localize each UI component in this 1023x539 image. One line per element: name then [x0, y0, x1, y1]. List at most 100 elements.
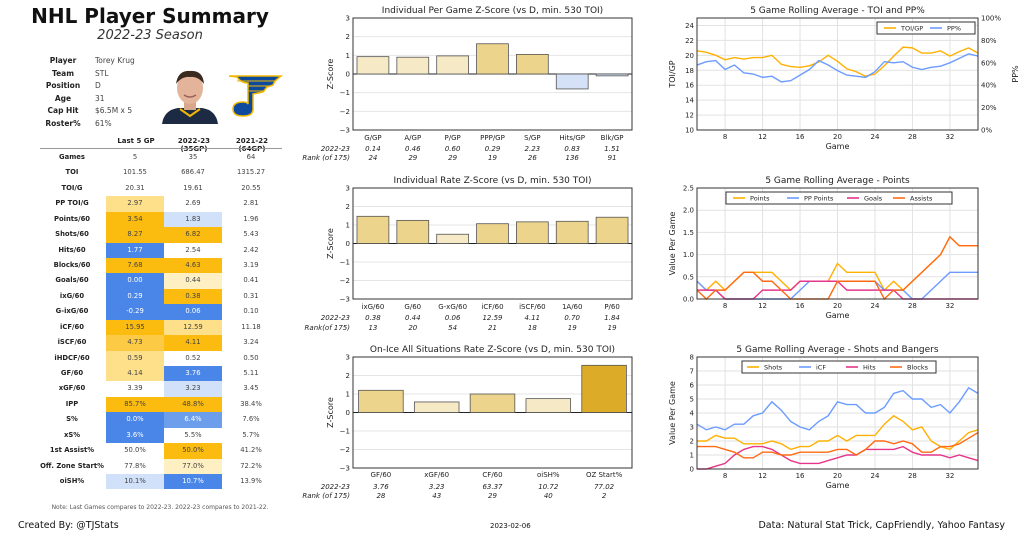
table-cell: 5.5% — [184, 430, 202, 439]
rank-value: 29 — [488, 492, 497, 500]
row-label: Games — [59, 153, 85, 161]
y-axis-label-right: PP% — [1011, 65, 1020, 83]
row-label: Points/60 — [53, 214, 91, 223]
rank-value: 54 — [448, 324, 457, 332]
y-tick-label: 12 — [685, 112, 694, 120]
table-row: oiSH% 10.1% 10.7% 13.9% — [40, 474, 282, 490]
season-value: 0.70 — [564, 314, 580, 322]
rank-value: 28 — [376, 492, 385, 500]
y-tick-label: 24 — [685, 22, 694, 30]
legend-label: Assists — [910, 195, 933, 203]
table-cell: 85.7% — [106, 396, 164, 413]
x-tick-label: 12 — [758, 472, 767, 480]
season-value: 0.38 — [365, 314, 381, 322]
zscore-chart-2: Individual Rate Z-Score (vs D, min. 530 … — [305, 176, 633, 332]
y-tick-label: 0 — [346, 240, 350, 248]
y-tick-label: 10 — [685, 127, 694, 135]
bar — [476, 43, 509, 75]
footer-source: Data: Natural Stat Trick, CapFriendly, Y… — [758, 520, 1005, 531]
rank-value: 29 — [408, 154, 417, 162]
y-tick-label: 16 — [685, 82, 694, 90]
table-cell: 0.31 — [243, 291, 259, 300]
table-row: TOI 101.55 686.47 1315.27 — [40, 165, 282, 180]
x-tick-label: OZ Start% — [586, 471, 623, 479]
y-tick-label: 0.5 — [683, 273, 694, 281]
row-label: Goals/60 — [55, 276, 89, 285]
x-tick-label: G/GP — [364, 134, 381, 142]
table-cell: 7.68 — [106, 258, 164, 274]
table-cell: -0.29 — [106, 304, 164, 320]
y-tick-label: −2 — [340, 446, 350, 454]
table-cell: 3.76 — [164, 366, 222, 382]
series-line-hits — [697, 445, 979, 470]
x-tick-label: 8 — [723, 133, 727, 141]
row-label-season: 2022-23 — [321, 145, 350, 153]
x-tick-label: Blk/GP — [601, 134, 624, 142]
season-value: 12.59 — [482, 314, 503, 322]
table-cell: 10.1% — [106, 474, 164, 490]
table-cell: 50.0% — [164, 443, 222, 459]
y-tick-label: 7 — [690, 368, 694, 376]
y-tick-label: 2 — [690, 438, 694, 446]
table-cell: 0.44 — [164, 273, 222, 289]
x-tick-label: xGF/60 — [424, 471, 449, 479]
y-axis-label: Value Per Game — [668, 381, 677, 445]
legend-label: Goals — [864, 195, 883, 203]
series-line-toi-gp — [696, 46, 979, 77]
x-tick-label: A/GP — [404, 134, 421, 142]
x-tick-label: G/60 — [404, 303, 421, 311]
table-cell: 0.0% — [106, 412, 164, 428]
row-label: xS% — [63, 430, 81, 439]
chart-title: 5 Game Rolling Average - Shots and Bange… — [736, 345, 938, 355]
season-value: 0.44 — [405, 314, 421, 322]
column-header: 2022-23 (35GP) — [177, 137, 211, 153]
rank-value: 24 — [368, 154, 377, 162]
plot-frame — [352, 17, 633, 131]
table-cell: 1315.27 — [236, 168, 266, 177]
info-label: Player — [49, 56, 77, 65]
bar — [581, 364, 627, 413]
plot-frame — [696, 17, 979, 131]
y-tick-label-right: 100% — [981, 15, 1001, 23]
table-cell: 2.42 — [243, 245, 259, 254]
x-tick-label: 20 — [833, 472, 842, 480]
x-tick-label: iCF/60 — [481, 303, 503, 311]
y-tick-label: 14 — [685, 97, 694, 105]
table-cell: 5.43 — [243, 230, 259, 239]
x-tick-label: 24 — [871, 472, 880, 480]
table-cell: 19.61 — [183, 183, 203, 192]
rank-value: 19 — [568, 324, 577, 332]
table-cell: 0.50 — [243, 353, 259, 362]
table-cell: 4.73 — [106, 335, 164, 351]
rank-value: 13 — [368, 324, 377, 332]
info-value: $6.5M x 5 — [95, 106, 133, 116]
plot-frame — [696, 187, 979, 300]
footer-date: 2023-02-06 — [490, 522, 531, 530]
table-cell: 2.54 — [185, 245, 201, 254]
row-label: Off. Zone Start% — [40, 461, 104, 470]
y-tick-label: 6 — [690, 382, 695, 390]
info-label: Team — [51, 68, 75, 78]
legend-label: Blocks — [907, 364, 929, 372]
table-cell: 3.54 — [106, 211, 164, 228]
table-cell: 77.0% — [164, 458, 222, 474]
table-cell: 3.45 — [243, 384, 259, 393]
table-cell: 5.11 — [243, 369, 259, 378]
x-tick-label: 12 — [758, 302, 767, 310]
table-cell: 50.0% — [124, 446, 146, 455]
y-tick-label: 0 — [346, 409, 350, 417]
table-cell: 12.59 — [164, 319, 222, 336]
y-tick-label: −2 — [340, 277, 350, 285]
page-title: NHL Player Summary — [31, 4, 269, 28]
row-label-rank: Rank (of 175) — [302, 492, 350, 500]
table-cell: 1.77 — [106, 242, 164, 258]
x-tick-label: G-xG/60 — [438, 303, 467, 311]
y-tick-label: −3 — [340, 465, 350, 473]
table-cell: 686.47 — [181, 168, 205, 177]
y-tick-label: 1 — [690, 452, 694, 460]
y-tick-label: −1 — [340, 89, 350, 97]
zscore-chart-1: Individual Per Game Z-Score (vs D, min. … — [302, 6, 633, 162]
y-tick-label: 2.5 — [683, 185, 694, 193]
bar — [469, 393, 516, 413]
